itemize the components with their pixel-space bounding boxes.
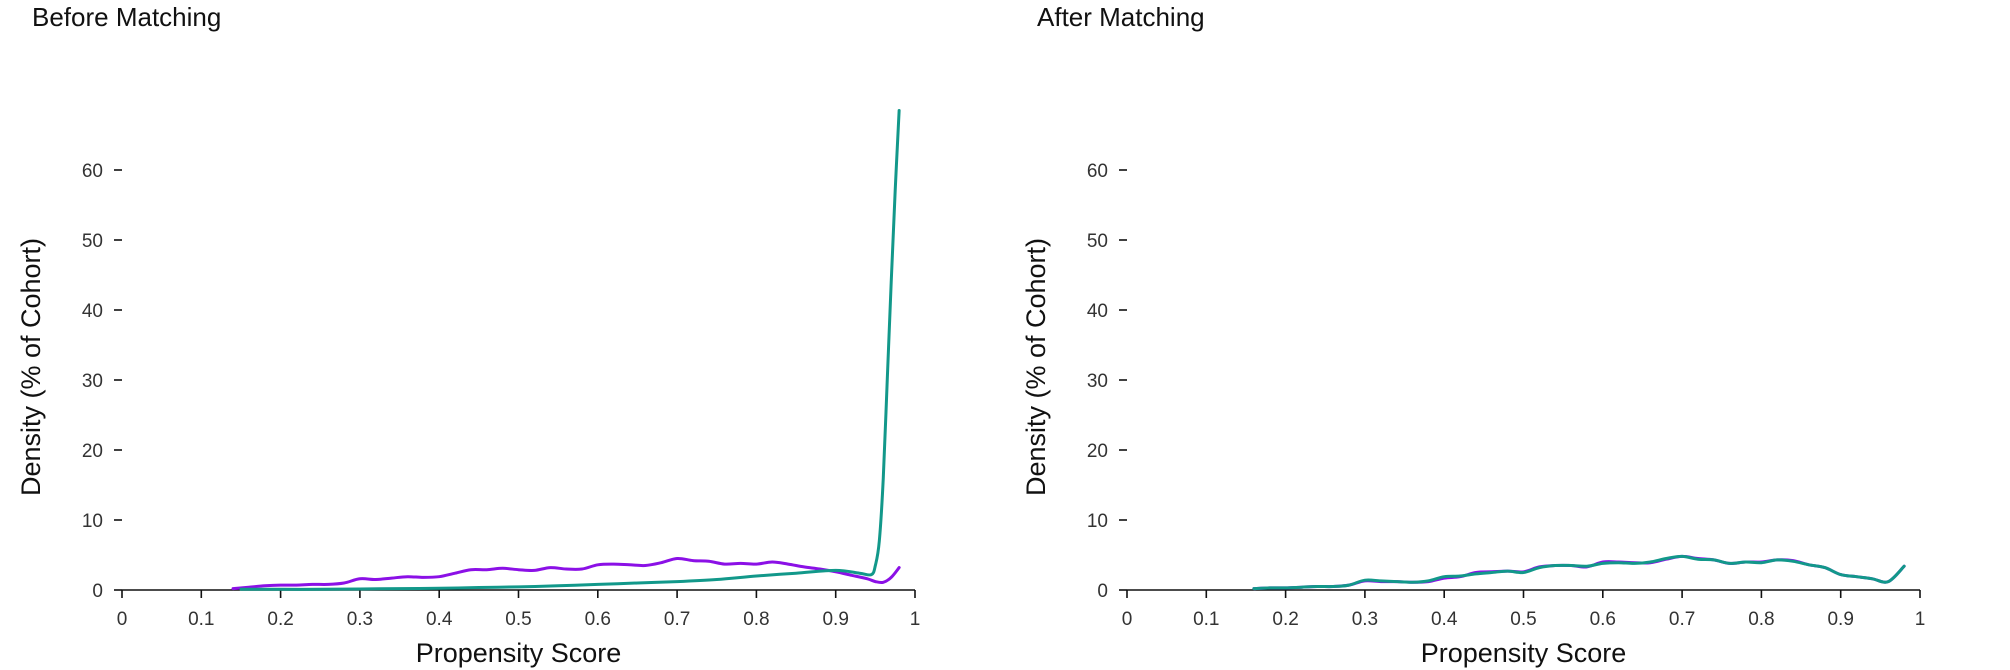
series-line-1 [231, 556, 901, 591]
before-matching-panel: Before Matching 0 0.1 0.2 0.3 0.4 0.5 0.6 0.7 0.… [16, 2, 921, 668]
x-axis-title: Propensity Score [1421, 638, 1627, 668]
y-tick-label: 60 [1087, 161, 1108, 182]
x-tick-label: 0.5 [505, 609, 531, 630]
chart-title: After Matching [1037, 2, 1205, 32]
x-tick-label: 0.7 [664, 609, 690, 630]
x-tick-label: 1 [1915, 609, 1926, 630]
x-tick-label: 0.1 [1193, 609, 1219, 630]
series-line-2 [239, 109, 901, 591]
x-tick-label: 0.6 [585, 609, 611, 630]
y-tick-label: 20 [1087, 441, 1108, 462]
y-axis-title: Density (% of Cohort) [16, 238, 46, 496]
x-tick-label: 0.9 [1827, 609, 1853, 630]
x-tick-label: 0.8 [743, 609, 769, 630]
y-tick-label: 60 [82, 161, 103, 182]
x-tick-label: 0.2 [267, 609, 293, 630]
x-tick-label: 0.9 [822, 609, 848, 630]
x-tick-label: 0 [117, 609, 128, 630]
y-tick-label: 40 [1087, 301, 1108, 322]
y-tick-label: 50 [1087, 231, 1108, 252]
y-tick-label: 0 [92, 581, 103, 602]
y-tick-label: 10 [1087, 511, 1108, 532]
y-tick-label: 40 [82, 301, 103, 322]
after-matching-chart: 0 0.1 0.2 0.3 0.4 0.5 0.6 0.7 0.8 0.9 101020304050… [1021, 161, 1926, 668]
x-tick-label: 0.7 [1669, 609, 1695, 630]
x-tick-label: 0.1 [188, 609, 214, 630]
series-line-2 [1252, 554, 1906, 591]
x-axis-title: Propensity Score [416, 638, 622, 668]
x-tick-label: 0.3 [347, 609, 373, 630]
chart-title: Before Matching [32, 2, 222, 32]
y-tick-label: 50 [82, 231, 103, 252]
y-tick-label: 30 [1087, 371, 1108, 392]
x-tick-label: 0.4 [426, 609, 453, 630]
x-tick-label: 0.4 [1431, 609, 1458, 630]
x-tick-label: 0 [1122, 609, 1133, 630]
x-tick-label: 0.6 [1590, 609, 1616, 630]
x-tick-label: 0.3 [1352, 609, 1378, 630]
y-tick-label: 10 [82, 511, 103, 532]
before-matching-chart: 0 0.1 0.2 0.3 0.4 0.5 0.6 0.7 0.8 0.9 101020304050… [16, 109, 921, 668]
x-tick-label: 0.2 [1272, 609, 1298, 630]
x-tick-label: 1 [910, 609, 921, 630]
after-matching-panel: After Matching 0 0.1 0.2 0.3 0.4 0.5 0.6 0.7 0.8… [1005, 0, 2010, 670]
y-tick-label: 0 [1097, 581, 1108, 602]
y-tick-label: 20 [82, 441, 103, 462]
y-tick-label: 30 [82, 371, 103, 392]
x-tick-label: 0.5 [1510, 609, 1536, 630]
x-tick-label: 0.8 [1748, 609, 1774, 630]
y-axis-title: Density (% of Cohort) [1021, 238, 1051, 496]
